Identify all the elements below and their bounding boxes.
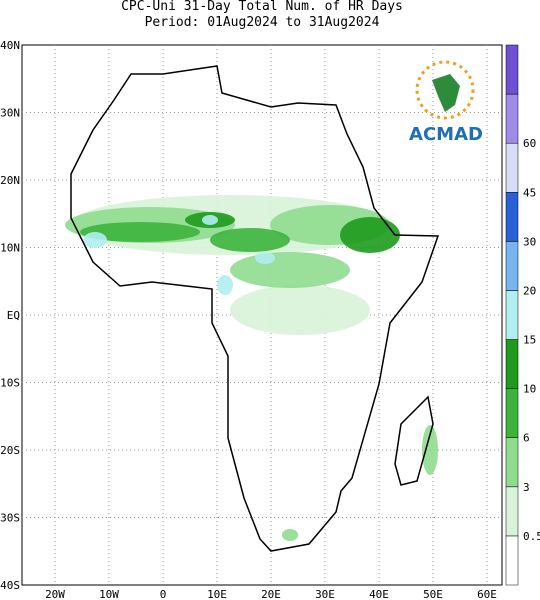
- colorbar-swatch: [505, 241, 519, 291]
- lon-label: 60E: [477, 588, 497, 600]
- colorbar-swatch: [505, 486, 519, 537]
- axes: 40N 30N 20N 10N EQ 10S 20S 30S 40S 20W 10W 0 10E 20E 3…: [0, 39, 497, 600]
- lon-label: 10W: [99, 588, 119, 600]
- period: Period: 01Aug2024 to 31Aug2024: [145, 15, 380, 30]
- lat-label: 20S: [0, 444, 20, 457]
- colorbar-label: 45: [523, 186, 536, 199]
- lon-label: 30E: [315, 588, 335, 600]
- logo-text: ACMAD: [409, 124, 483, 145]
- lat-label: 10N: [0, 242, 20, 255]
- lon-label: 0: [160, 588, 167, 600]
- lon-label: 10E: [207, 588, 227, 600]
- lat-label: 20N: [0, 174, 20, 187]
- colorbar-label: 20: [523, 284, 536, 297]
- colorbar-label: 0.5: [523, 530, 540, 543]
- colorbar-swatch: [505, 339, 519, 389]
- colorbar-label: 6: [523, 432, 530, 445]
- lat-label: 40N: [0, 39, 20, 52]
- colorbar-swatch: [505, 388, 519, 438]
- coastline: [70, 65, 440, 552]
- lon-label: 20W: [45, 588, 65, 600]
- logo: ACMAD: [409, 60, 483, 145]
- colorbar-swatch: [505, 437, 519, 488]
- colorbar-label: 60: [523, 137, 536, 150]
- lat-label: EQ: [7, 309, 20, 322]
- colorbar-label: 15: [523, 334, 536, 347]
- lon-label: 40E: [369, 588, 389, 600]
- colorbar-swatch: [505, 290, 519, 340]
- lat-label: 30N: [0, 107, 20, 120]
- colorbar: 0.5 3 6 10 15 20 30 45 60: [505, 44, 540, 586]
- colorbar-swatch: [505, 192, 519, 242]
- title: CPC-Uni 31-Day Total Num. of HR Days: [121, 0, 403, 14]
- colorbar-swatch: [505, 535, 519, 586]
- colorbar-swatch: [505, 93, 519, 144]
- lat-label: 40S: [0, 579, 20, 592]
- colorbar-swatch: [505, 44, 519, 95]
- colorbar-label: 3: [523, 481, 530, 494]
- lat-label: 10S: [0, 377, 20, 390]
- lon-label: 20E: [261, 588, 281, 600]
- precip-shading: [65, 195, 438, 541]
- colorbar-label: 30: [523, 235, 536, 248]
- lon-label: 50E: [423, 588, 443, 600]
- colorbar-label: 10: [523, 383, 536, 396]
- lat-label: 30S: [0, 512, 20, 525]
- colorbar-swatch: [505, 142, 519, 193]
